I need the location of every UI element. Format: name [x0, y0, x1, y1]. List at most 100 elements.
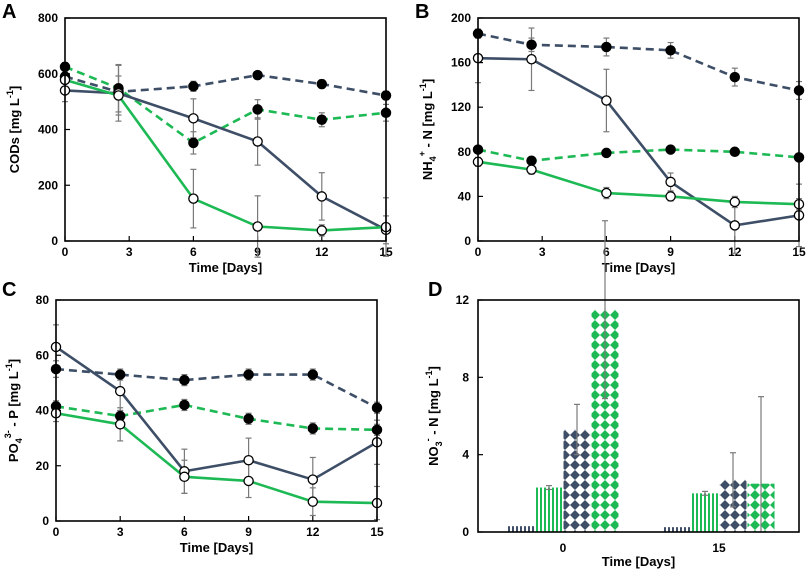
panel-d-bar-1-1: [691, 493, 719, 532]
panel-a-ytick-label-1: 200: [38, 178, 58, 192]
panel-a-xtick-label-2: 6: [190, 245, 197, 259]
panel-b-ytick-label-0: 0: [464, 234, 471, 248]
panel-a-series-3-point-4: [316, 225, 328, 236]
panel-a-series-2-point-2: [188, 113, 199, 124]
panel-c-y-axis-title-end: ]: [6, 359, 21, 363]
panel-d-ytick-label-1: 4: [462, 448, 469, 462]
panel-c-series-3-point-3: [243, 475, 254, 487]
panel-a-series-3-point-3: [252, 221, 263, 232]
panel-a-series-0-point-2: [188, 81, 199, 92]
panel-d-nitrate-chart: 0 4 8 12 0 15 Time [Days] NO3- - N [mg L-1]: [423, 220, 800, 569]
panel-d-ytick-label-3: 12: [456, 293, 470, 307]
panel-a-series-2-point-3: [252, 136, 263, 147]
panel-c-series-1-point-3: [243, 413, 254, 425]
panel-a-series-3-point-1: [113, 90, 124, 101]
panel-c-series-2-point-3: [243, 454, 254, 466]
panel-b-series-3-point-2: [601, 187, 612, 199]
panel-c-x-axis-title: Time [Days]: [180, 540, 253, 555]
panel-a-series-2-point-4: [316, 191, 328, 202]
panel-c-series-1-point-4: [307, 423, 319, 434]
panel-a-x-axis-title: Time [Days]: [189, 260, 262, 275]
panel-d-y-axis-title-sup1: -: [423, 438, 433, 441]
panel-a-ytick-label-2: 400: [38, 123, 58, 137]
panel-d-bar-1-0: [663, 527, 691, 532]
panel-a-series-2-line: [64, 89, 387, 232]
panel-letter-c: C: [2, 279, 16, 301]
panel-d-x-axis-title: Time [Days]: [602, 554, 675, 569]
panel-b-series-3-point-3: [665, 191, 676, 202]
panel-b-series-1-point-4: [729, 146, 741, 158]
panel-d-category-label-0: 0: [560, 541, 567, 555]
panel-a-xtick-label-0: 0: [62, 245, 69, 259]
panel-b-xtick-label-0: 0: [475, 245, 482, 259]
panel-a-series-1-point-4: [316, 114, 328, 125]
panel-a-series-0-point-4: [316, 78, 328, 90]
panel-c-series-0-line: [55, 367, 378, 409]
panel-c-series-3-point-1: [114, 419, 126, 430]
panel-c-y-axis-title-mid: - P [mg L: [6, 371, 21, 430]
panel-b-y-axis-title: NH4+ - N [mg L-1]: [417, 79, 438, 180]
panel-c-series-0-point-1: [114, 369, 126, 380]
panel-b-series-2-point-3: [665, 176, 676, 188]
panel-b-x-axis-title: Time [Days]: [602, 260, 675, 275]
panel-c-xtick-label-5: 15: [370, 525, 384, 539]
panel-b-series-0-point-3: [665, 45, 676, 56]
panel-c-xtick-label-4: 12: [306, 525, 320, 539]
panel-a-series-3-line: [64, 78, 387, 232]
panel-b-xtick-label-3: 9: [667, 245, 674, 259]
panel-d-bar-0-1: [535, 487, 563, 532]
panel-c-y-axis-title-sup: -1: [4, 363, 14, 371]
panel-a-series-3-point-2: [188, 193, 199, 204]
panel-b-ytick-label-1: 40: [458, 189, 472, 203]
panel-a-ytick-label-3: 600: [38, 67, 58, 81]
panel-b-y-axis-title-sup: -1: [418, 83, 428, 91]
panel-d-errorbar-1-1: [702, 490, 708, 496]
panel-d-y-axis-title-sub: 3: [434, 441, 444, 446]
panel-c-series-1-line: [55, 403, 378, 432]
panel-d-errorbar-1-2: [730, 452, 736, 508]
panel-d-ytick-label-2: 8: [462, 370, 469, 384]
panel-letter-a: A: [2, 1, 16, 23]
panel-a-y-axis-title: CODs [mg L-1]: [5, 86, 22, 173]
panel-c-series-2-point-1: [114, 385, 126, 397]
panel-c-series-3-line: [55, 411, 378, 505]
panel-a-cods-chart: 020040060080003691215Time [Days]CODs [mg…: [5, 11, 393, 275]
panel-c-ytick-label-0: 0: [42, 514, 49, 528]
panel-b-series-3-point-4: [729, 196, 741, 208]
panel-b-series-2-point-1: [526, 54, 537, 65]
panel-b-y-axis-title-sub: 4: [428, 156, 438, 161]
panel-c-ytick-label-1: 20: [36, 459, 50, 473]
panel-d-y-axis-title-sup: -1: [424, 370, 434, 378]
panel-b-xtick-label-2: 6: [603, 245, 610, 259]
panel-c-series-0-point-2: [179, 374, 190, 386]
panel-c-xtick-label-0: 0: [53, 525, 60, 539]
panel-d-y-axis-title: NO3- - N [mg L-1]: [423, 366, 444, 466]
panel-d-y-axis-title-mid: - N [mg L: [426, 378, 441, 438]
panel-b-series-0-point-1: [526, 39, 537, 51]
panel-letter-d: D: [428, 279, 442, 301]
panel-c-ytick-label-3: 60: [36, 348, 50, 362]
panel-b-y-axis-title-end: ]: [420, 79, 435, 83]
panel-b-xtick-label-5: 15: [792, 245, 806, 259]
panel-d-bar-0-0: [507, 526, 535, 532]
panel-c-ytick-label-4: 80: [36, 293, 50, 307]
panel-a-y-axis-title-main: CODs [mg L: [7, 98, 22, 173]
panel-d-errorbar-0-1: [546, 485, 552, 491]
panel-letter-b: B: [415, 1, 429, 23]
panel-a-series-1-point-3: [252, 104, 263, 115]
panel-b-ytick-label-4: 160: [451, 56, 471, 70]
panel-c-series-1-point-2: [179, 399, 190, 411]
panel-c-xtick-label-2: 6: [181, 525, 188, 539]
panel-d-errorbar-0-2: [574, 403, 580, 456]
panel-c-y-axis-title-main: PO: [6, 443, 21, 462]
panel-b-y-axis-title-mid: - N [mg L: [420, 91, 435, 151]
panel-d-category-label-1: 15: [712, 541, 726, 555]
panel-b-series-1-point-2: [601, 147, 612, 159]
panel-a-y-axis-title-sup: -1: [5, 90, 15, 98]
panel-b-y-axis-title-sup1: +: [417, 151, 427, 156]
panel-b-ytick-label-3: 120: [451, 100, 471, 114]
panel-b-series-2-point-4: [729, 220, 741, 231]
panel-b-series-2-point-2: [601, 95, 612, 106]
panel-b-series-1-point-1: [526, 155, 537, 166]
panel-c-xtick-label-1: 3: [117, 525, 124, 539]
